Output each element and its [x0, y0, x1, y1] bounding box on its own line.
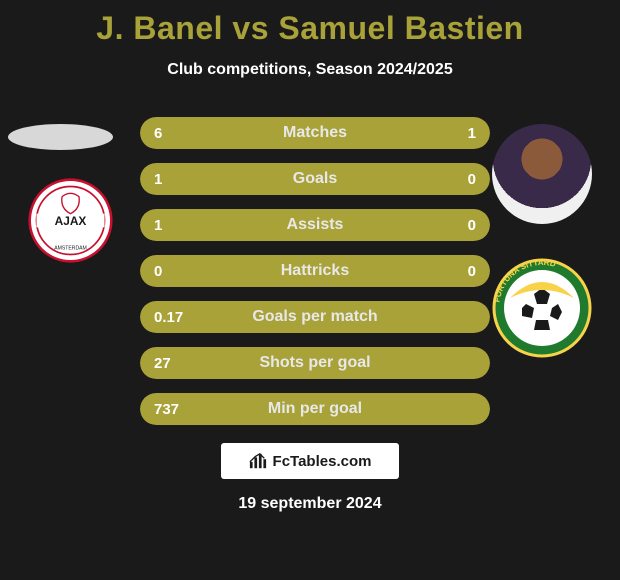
svg-text:AJAX: AJAX	[55, 214, 87, 228]
stat-label: Goals	[200, 170, 430, 188]
stat-label: Matches	[200, 124, 430, 142]
stat-row: 0 Hattricks 0	[140, 255, 490, 287]
stat-right-value: 0	[430, 171, 490, 188]
club-left-crest: AJAX AMSTERDAM	[28, 178, 113, 263]
stat-right-value: 1	[430, 125, 490, 142]
stats-block: 6 Matches 1 1 Goals 0 1 Assists 0 0 Hatt…	[140, 117, 490, 425]
stat-label: Hattricks	[200, 262, 430, 280]
stat-row: 1 Assists 0	[140, 209, 490, 241]
stat-row: 27 Shots per goal	[140, 347, 490, 379]
club-right-crest: FORTUNA SITTARD	[492, 258, 592, 358]
stat-left-value: 0	[140, 263, 200, 280]
stat-left-value: 27	[140, 355, 200, 372]
stat-left-value: 1	[140, 171, 200, 188]
stat-row: 737 Min per goal	[140, 393, 490, 425]
fctables-label: FcTables.com	[273, 453, 372, 470]
page-title: J. Banel vs Samuel Bastien	[0, 0, 620, 47]
stat-label: Min per goal	[200, 400, 430, 418]
bar-chart-icon	[249, 452, 267, 470]
stat-label: Assists	[200, 216, 430, 234]
stat-right-value: 0	[430, 263, 490, 280]
subtitle: Club competitions, Season 2024/2025	[0, 61, 620, 79]
stat-left-value: 1	[140, 217, 200, 234]
stat-label: Shots per goal	[200, 354, 430, 372]
player-right-avatar	[492, 124, 592, 224]
stat-left-value: 737	[140, 401, 200, 418]
svg-text:AMSTERDAM: AMSTERDAM	[54, 245, 87, 251]
stat-row: 6 Matches 1	[140, 117, 490, 149]
date-label: 19 september 2024	[0, 495, 620, 513]
stat-row: 0.17 Goals per match	[140, 301, 490, 333]
stat-label: Goals per match	[200, 308, 430, 326]
stat-right-value: 0	[430, 217, 490, 234]
player-left-avatar	[8, 124, 113, 150]
stat-left-value: 6	[140, 125, 200, 142]
stat-left-value: 0.17	[140, 309, 200, 326]
stat-row: 1 Goals 0	[140, 163, 490, 195]
fctables-badge[interactable]: FcTables.com	[221, 443, 399, 479]
